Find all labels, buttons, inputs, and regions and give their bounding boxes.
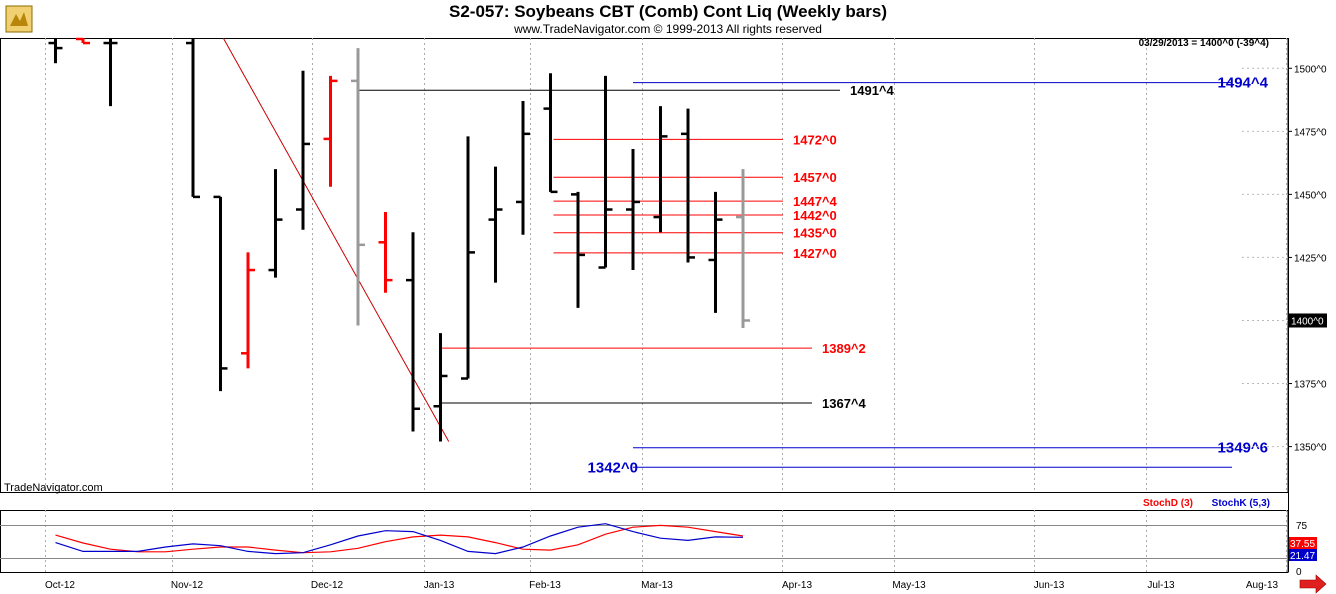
- stoch-value-label: 37.55: [1290, 539, 1315, 550]
- date-axis: Oct-12 Nov-12 Dec-12 Jan-13 Feb-13 Mar-13 Apr-…: [45, 580, 1279, 591]
- level-label: 1457^0: [793, 170, 837, 185]
- ohlc-bar: [736, 169, 750, 329]
- level-label: 1491^4: [850, 83, 895, 98]
- ohlc-bar: [598, 75, 613, 269]
- month-tick-label: Mar-13: [641, 580, 673, 591]
- month-tick-label: Aug-13: [1246, 580, 1279, 591]
- chart-title: S2-057: Soybeans CBT (Comb) Cont Liq (We…: [449, 2, 887, 21]
- ohlc-bar: [268, 169, 283, 278]
- level-label: 1472^0: [793, 132, 837, 147]
- ohlc-bar: [543, 73, 558, 194]
- ohlc-bar: [48, 38, 63, 64]
- trade-navigator-logo-icon: [4, 4, 34, 34]
- ohlc-bar: [626, 148, 640, 271]
- stoch-panel-border: [0, 510, 1289, 573]
- ohlc-bar: [103, 38, 118, 107]
- month-tick-label: Apr-13: [782, 580, 812, 591]
- copyright-notice: www.TradeNavigator.com © 1999-2013 All r…: [514, 22, 822, 36]
- last-price-label: 1400^0: [1291, 316, 1324, 327]
- stoch-value-box: [1289, 537, 1317, 549]
- price-tick-label: 1475^0: [1294, 127, 1327, 138]
- price-axis: 1350^0 1375^0 1400^0 1425^0 1450^0 1475^0 1500…: [1242, 64, 1327, 454]
- stoch-legend-entry: StochD (3): [1143, 498, 1193, 509]
- status-readout: 03/29/2013 = 1400^0 (-39^4): [1139, 38, 1269, 49]
- scroll-right-arrow-icon[interactable]: [1299, 574, 1327, 594]
- ohlc-bar: [681, 108, 695, 263]
- ohlc-bar: [76, 37, 90, 45]
- ohlc-bar: [653, 106, 668, 233]
- ohlc-bar: [571, 191, 585, 308]
- ohlc-bar: [461, 136, 475, 380]
- ohlc-bar: [433, 333, 448, 442]
- level-label: 1367^4: [822, 396, 867, 411]
- level-label: 1435^0: [793, 226, 837, 241]
- price-tick-label: 1350^0: [1294, 443, 1327, 454]
- stoch-tick-label: 75: [1296, 521, 1308, 532]
- stoch-series-line: [55, 523, 744, 555]
- month-tick-label: Feb-13: [529, 580, 561, 591]
- level-label: 1447^4: [793, 194, 838, 209]
- level-label: 1349^6: [1218, 440, 1268, 457]
- price-tick-label: 1500^0: [1294, 64, 1327, 75]
- level-label: 1389^2: [822, 341, 866, 356]
- month-tick-label: Jan-13: [424, 580, 455, 591]
- month-tick-label: Dec-12: [311, 580, 344, 591]
- ohlc-bar: [516, 101, 530, 235]
- ohlc-bar: [296, 70, 310, 230]
- month-tick-label: Nov-12: [171, 580, 204, 591]
- month-tick-label: Jun-13: [1034, 580, 1065, 591]
- month-tick-label: Jul-13: [1147, 580, 1175, 591]
- ohlc-bars: [48, 37, 750, 442]
- price-tick-label: 1375^0: [1294, 380, 1327, 391]
- ohlc-bar: [186, 38, 200, 199]
- ohlc-bar: [406, 232, 420, 432]
- stoch-tick-label: 0: [1296, 567, 1302, 578]
- level-label: 1342^0: [588, 459, 638, 476]
- chart-frame: [0, 38, 1289, 573]
- ohlc-bar: [241, 252, 255, 369]
- stoch-value-box: [1289, 549, 1317, 561]
- price-tick-label: 1450^0: [1294, 190, 1327, 201]
- level-label: 1494^4: [1218, 75, 1269, 92]
- month-tick-label: May-13: [892, 580, 926, 591]
- level-label: 1427^0: [793, 246, 837, 261]
- ohlc-bar: [213, 195, 228, 392]
- price-tick-label: 1425^0: [1294, 253, 1327, 264]
- ohlc-bar: [708, 191, 723, 313]
- stoch-legend-entry: StochK (5,3): [1212, 498, 1270, 509]
- stoch-series-line: [55, 524, 744, 554]
- month-tick-label: Oct-12: [45, 580, 75, 591]
- watermark-text: TradeNavigator.com: [4, 482, 103, 494]
- ohlc-bar: [351, 48, 365, 326]
- ohlc-bar: [323, 75, 338, 187]
- downtrend-line: [222, 37, 450, 442]
- vertical-gridlines: [45, 38, 1287, 572]
- last-price-box: [1289, 313, 1327, 328]
- ohlc-bar: [488, 166, 503, 283]
- stoch-value-label: 21.47: [1290, 551, 1315, 562]
- level-label: 1442^0: [793, 208, 837, 223]
- ohlc-bar: [378, 212, 393, 293]
- trendline-group: [222, 37, 450, 442]
